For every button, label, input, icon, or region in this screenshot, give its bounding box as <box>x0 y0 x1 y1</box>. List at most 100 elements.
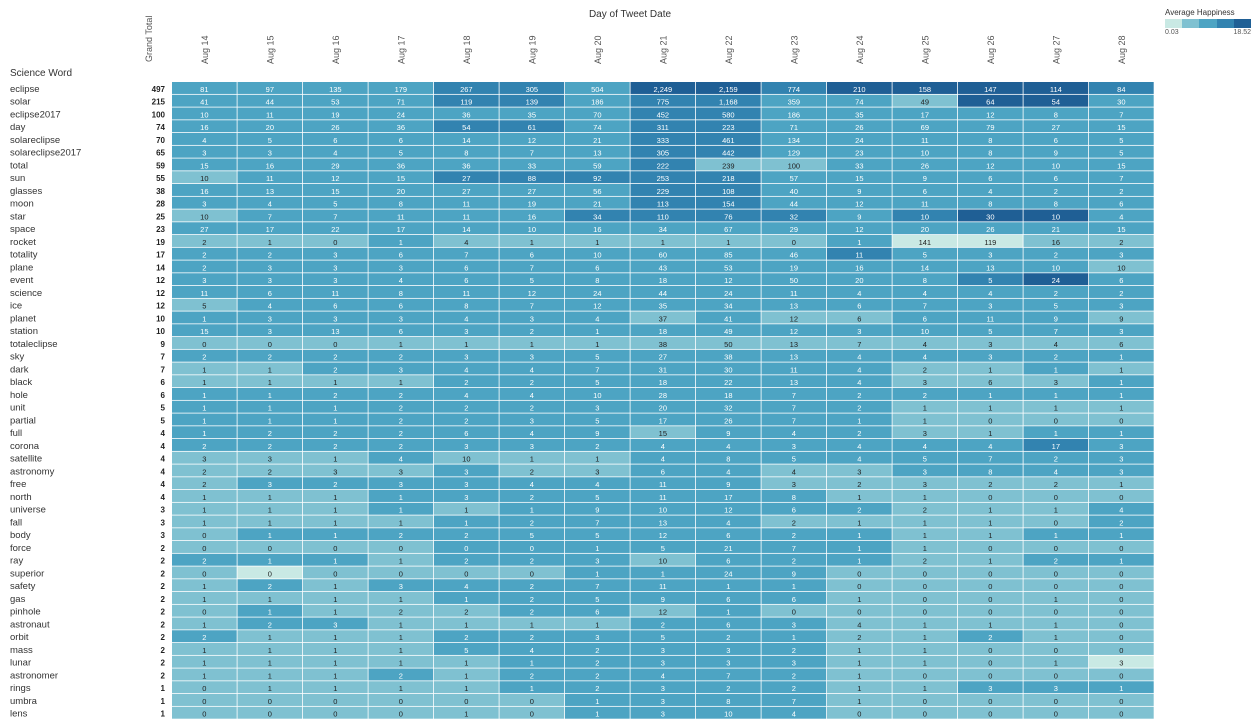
heatmap-cell <box>368 439 434 451</box>
heatmap-cell <box>303 171 368 184</box>
cell-value-label: 12 <box>659 531 667 540</box>
cell-value-label: 0 <box>1054 646 1058 655</box>
cell-value-label: 3 <box>661 659 665 668</box>
cell-value-label: 2 <box>792 531 796 540</box>
heatmap-cell <box>696 120 761 133</box>
cell-value-label: 18 <box>659 327 667 336</box>
heatmap-cell <box>565 82 630 94</box>
heatmap-cell <box>696 94 761 107</box>
heatmap-cell <box>434 133 499 145</box>
cell-value-label: 7 <box>792 416 796 425</box>
cell-value-label: 1 <box>202 391 206 400</box>
cell-value-label: 3 <box>530 314 534 323</box>
heatmap-cell <box>630 375 696 388</box>
grand-total-value: 4 <box>161 442 166 451</box>
cell-value-label: 44 <box>790 200 798 209</box>
heatmap-cell <box>303 375 368 388</box>
heatmap-cell <box>237 528 303 541</box>
cell-value-label: 4 <box>399 455 403 464</box>
heatmap-cell <box>368 120 434 133</box>
cell-value-label: 26 <box>724 416 732 425</box>
heatmap-cell <box>565 426 630 439</box>
heatmap-cell <box>1023 541 1089 553</box>
row-label: free <box>10 479 26 490</box>
heatmap-cell <box>1023 362 1089 375</box>
column-header: Aug 14 <box>200 35 210 64</box>
heatmap-cell <box>958 528 1023 541</box>
heatmap-cell <box>1089 260 1154 273</box>
heatmap-cell <box>237 145 303 158</box>
cell-value-label: 1 <box>464 518 468 527</box>
heatmap-cell <box>1089 579 1154 592</box>
heatmap-cell <box>892 502 958 515</box>
cell-value-label: 218 <box>722 174 735 183</box>
cell-value-label: 2 <box>333 353 337 362</box>
heatmap-cell <box>1089 388 1154 400</box>
cell-value-label: 0 <box>202 608 206 617</box>
cell-value-label: 2 <box>923 506 927 515</box>
heatmap-cell <box>958 502 1023 515</box>
row-label: rings <box>10 683 31 694</box>
heatmap-cell <box>1023 400 1089 413</box>
heatmap-cell <box>434 681 499 694</box>
cell-value-label: 1 <box>464 659 468 668</box>
cell-value-label: 15 <box>1117 161 1125 170</box>
heatmap-cell <box>892 604 958 617</box>
heatmap-cell <box>892 617 958 630</box>
cell-value-label: 1 <box>399 506 403 515</box>
heatmap-cell <box>1023 349 1089 362</box>
heatmap-cell <box>761 655 827 668</box>
heatmap-cell <box>630 668 696 681</box>
row-label: astronaut <box>10 619 50 630</box>
heatmap-cell <box>303 617 368 630</box>
heatmap-cell <box>172 120 237 133</box>
cell-value-label: 4 <box>530 365 534 374</box>
cell-value-label: 1 <box>988 365 992 374</box>
heatmap-cell <box>172 286 237 298</box>
cell-value-label: 2 <box>202 251 206 260</box>
grand-total-value: 70 <box>156 136 165 145</box>
heatmap-cell <box>892 630 958 643</box>
heatmap-cell <box>237 592 303 604</box>
cell-value-label: 2 <box>530 493 534 502</box>
heatmap-cell <box>565 566 630 579</box>
heatmap-cell <box>499 464 565 477</box>
heatmap-cell <box>368 553 434 566</box>
cell-value-label: 18 <box>724 391 732 400</box>
cell-value-label: 2 <box>399 531 403 540</box>
heatmap-cell <box>827 311 892 324</box>
heatmap-cell <box>892 107 958 120</box>
heatmap-cell <box>630 579 696 592</box>
cell-value-label: 2 <box>726 633 730 642</box>
heatmap-cell <box>827 184 892 196</box>
heatmap-cell <box>892 515 958 528</box>
cell-value-label: 311 <box>657 123 669 132</box>
cell-value-label: 0 <box>1054 518 1058 527</box>
cell-value-label: 1 <box>333 518 337 527</box>
heatmap-cell <box>761 158 827 171</box>
heatmap-cell <box>303 235 368 247</box>
heatmap-cell <box>237 617 303 630</box>
cell-value-label: 1 <box>333 416 337 425</box>
heatmap-cell <box>434 324 499 337</box>
heatmap-cell <box>1089 528 1154 541</box>
heatmap-cell <box>761 209 827 222</box>
heatmap-cell <box>761 82 827 94</box>
cell-value-label: 2 <box>1054 353 1058 362</box>
cell-value-label: 7 <box>988 455 992 464</box>
cell-value-label: 3 <box>792 620 796 629</box>
cell-value-label: 24 <box>724 289 732 298</box>
heatmap-cell <box>696 579 761 592</box>
heatmap-cell <box>630 196 696 209</box>
heatmap-cell <box>434 541 499 553</box>
cell-value-label: 2 <box>399 442 403 451</box>
heatmap-cell <box>499 413 565 426</box>
cell-value-label: 1 <box>268 493 272 502</box>
grand-total-value: 1 <box>161 684 166 693</box>
heatmap-cell <box>172 643 237 655</box>
heatmap-cell <box>172 579 237 592</box>
cell-value-label: 2 <box>857 404 861 413</box>
heatmap-cell <box>761 502 827 515</box>
cell-value-label: 1 <box>399 557 403 566</box>
legend-max-label: 18.52 <box>1233 29 1251 36</box>
